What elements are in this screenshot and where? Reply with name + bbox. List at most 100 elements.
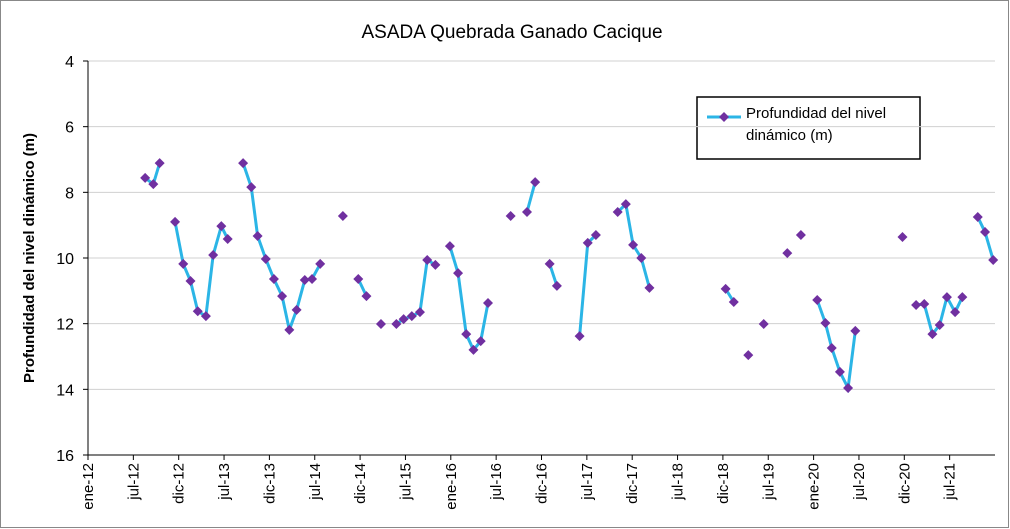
data-point: [934, 319, 945, 330]
x-tick-label: jul-14: [307, 463, 324, 501]
data-point: [406, 311, 417, 322]
x-tick-label: jul-20: [851, 463, 868, 501]
data-point: [482, 297, 493, 308]
data-point: [192, 306, 203, 317]
data-point: [551, 280, 562, 291]
x-tick-label: ene-20: [806, 463, 823, 510]
data-point: [461, 329, 472, 340]
data-point: [530, 177, 541, 188]
data-point: [170, 216, 181, 227]
data-point: [911, 299, 922, 310]
data-point: [590, 230, 601, 241]
data-point: [252, 231, 263, 242]
x-tick-label: dic-14: [352, 463, 369, 504]
data-point: [521, 207, 532, 218]
data-point: [337, 210, 348, 221]
data-point: [148, 179, 159, 190]
data-point: [941, 292, 952, 303]
y-tick-label: 16: [56, 448, 74, 465]
x-tick-label: dic-17: [624, 463, 641, 504]
data-point: [154, 158, 165, 169]
data-point: [850, 325, 861, 336]
data-point: [468, 344, 479, 355]
data-point: [957, 292, 968, 303]
data-point: [743, 350, 754, 361]
data-point: [574, 331, 585, 342]
data-point: [927, 329, 938, 340]
x-tick-label: ene-16: [443, 463, 460, 510]
x-tick-label: dic-20: [896, 463, 913, 504]
data-point: [200, 311, 211, 322]
data-point: [260, 253, 271, 264]
data-point: [284, 324, 295, 335]
data-point: [834, 366, 845, 377]
data-point: [644, 282, 655, 293]
data-point: [782, 248, 793, 259]
data-point: [353, 274, 364, 285]
y-tick-label: 12: [56, 317, 74, 334]
data-point: [544, 258, 555, 269]
x-tick-label: jul-13: [216, 463, 233, 501]
data-point: [843, 383, 854, 394]
data-point: [444, 241, 455, 252]
x-tick-label: ene-12: [80, 463, 97, 510]
data-point: [758, 318, 769, 329]
x-tick-label: dic-13: [261, 463, 278, 504]
x-tick-label: jul-17: [579, 463, 596, 501]
data-point: [299, 274, 310, 285]
x-tick-label: jul-19: [760, 463, 777, 501]
legend-box: [696, 96, 921, 160]
y-tick-label: 10: [56, 251, 74, 268]
data-point: [620, 199, 631, 210]
data-point: [291, 304, 302, 315]
y-tick-label: 6: [65, 120, 74, 137]
data-point: [422, 254, 433, 265]
data-point: [430, 259, 441, 270]
x-tick-label: dic-16: [534, 463, 551, 504]
data-point: [178, 258, 189, 269]
data-point: [919, 298, 930, 309]
data-point: [238, 158, 249, 169]
data-point: [475, 336, 486, 347]
x-tick-label: jul-18: [670, 463, 687, 501]
data-point: [453, 268, 464, 279]
data-point: [728, 296, 739, 307]
x-tick-label: jul-12: [125, 463, 142, 501]
data-point: [988, 254, 999, 265]
data-point: [795, 230, 806, 241]
data-point: [612, 207, 623, 218]
data-point: [582, 237, 593, 248]
data-point: [812, 295, 823, 306]
legend-label: Profundidad del nivel dinámico (m): [746, 105, 887, 144]
legend-marker: [719, 112, 729, 122]
data-point: [361, 291, 372, 302]
data-point: [185, 275, 196, 286]
x-tick-label: dic-12: [171, 463, 188, 504]
data-point: [628, 239, 639, 250]
data-point: [216, 221, 227, 232]
y-tick-label: 4: [65, 54, 74, 71]
data-point: [398, 314, 409, 325]
data-point: [636, 253, 647, 263]
data-point: [820, 318, 831, 329]
x-tick-label: jul-21: [942, 463, 959, 501]
y-axis-label: Profundidad del nivel dinámico (m): [21, 133, 38, 383]
data-point: [246, 182, 257, 193]
data-point: [375, 318, 386, 329]
data-point: [277, 291, 288, 302]
data-point: [950, 307, 961, 318]
x-tick-label: jul-16: [488, 463, 505, 501]
data-point: [897, 231, 908, 242]
data-point: [307, 274, 318, 285]
data-point: [972, 211, 983, 222]
data-point: [414, 307, 425, 318]
chart-title: ASADA Quebrada Ganado Cacique: [361, 22, 662, 43]
data-point: [315, 258, 326, 269]
data-point: [222, 233, 233, 244]
y-tick-label: 14: [56, 382, 74, 399]
data-point: [826, 342, 837, 353]
data-point: [505, 210, 516, 221]
